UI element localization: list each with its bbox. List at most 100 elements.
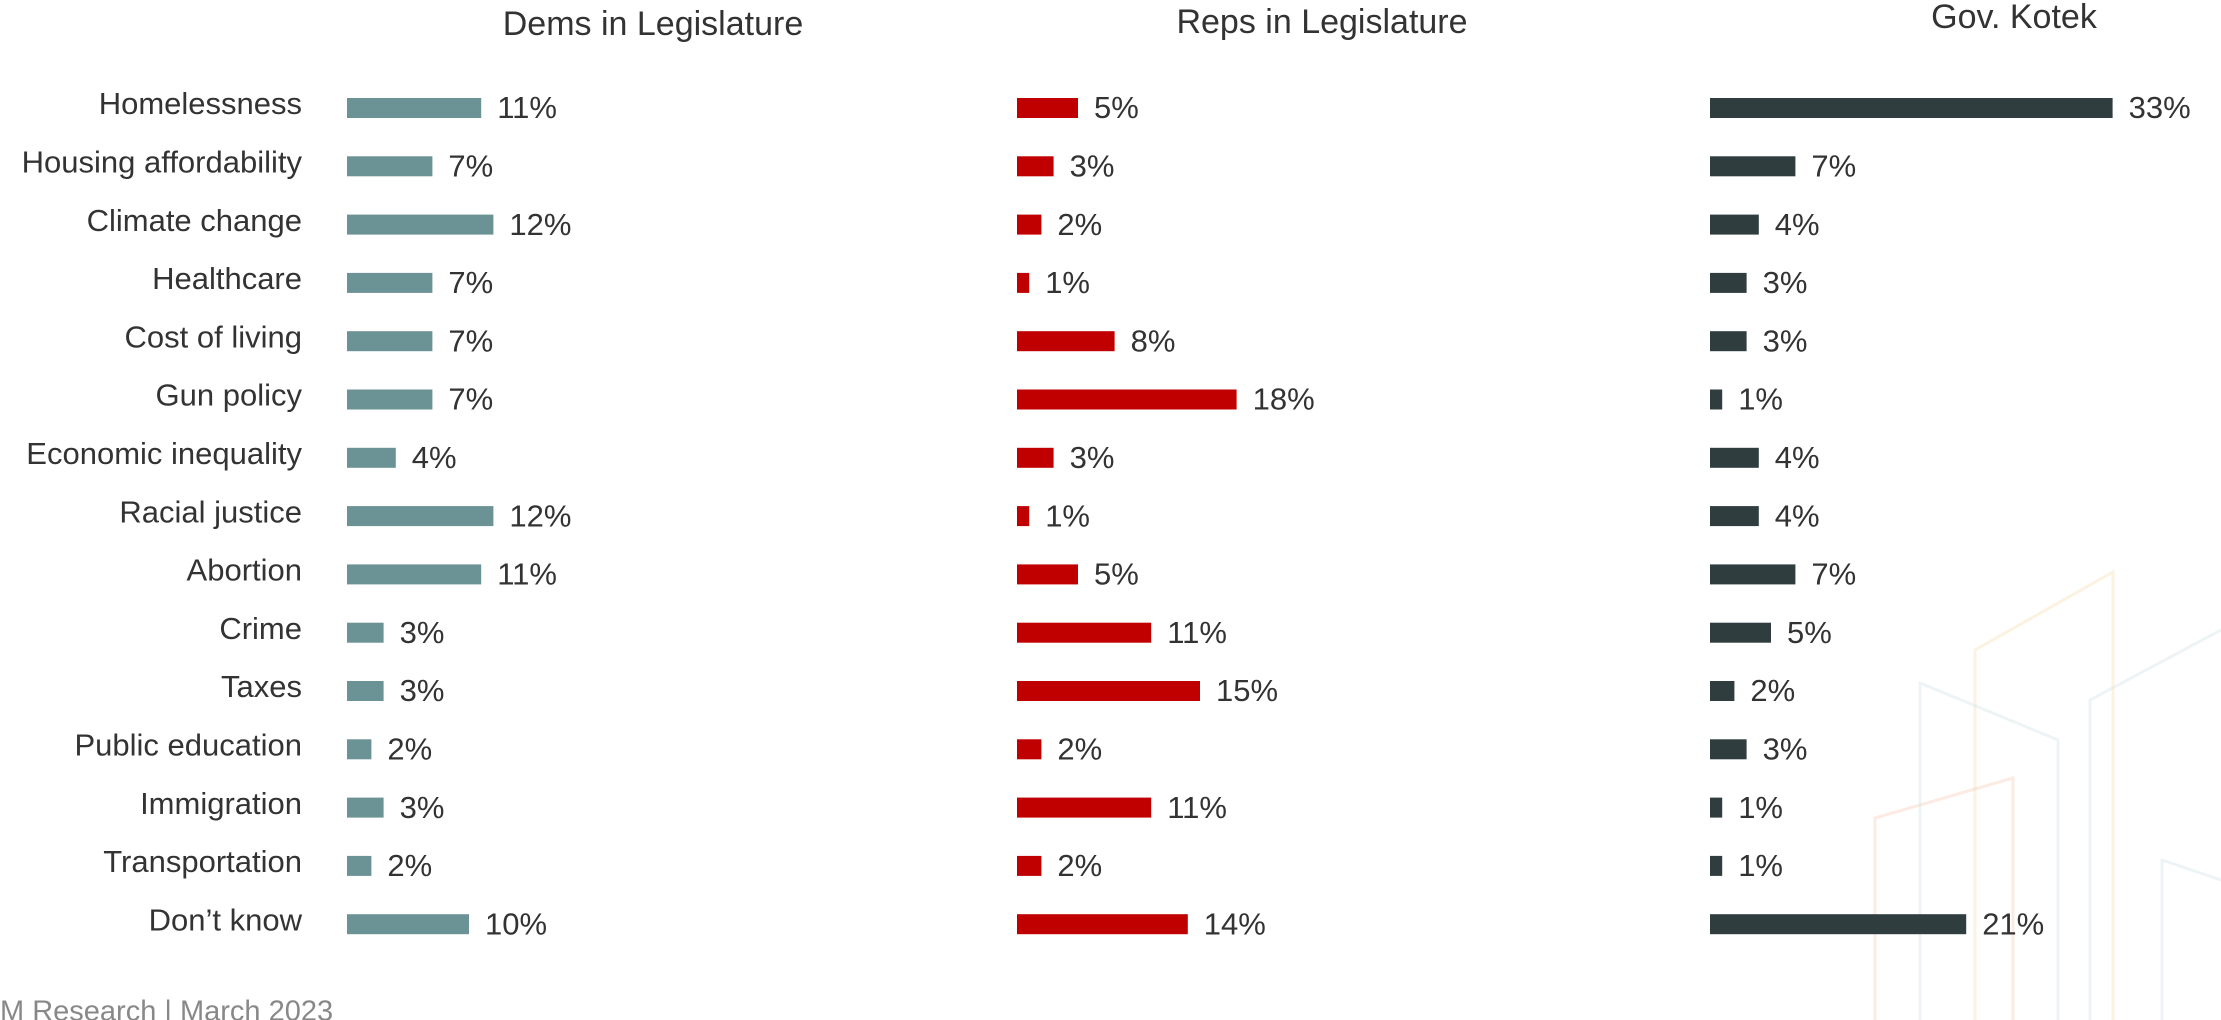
value-label: 18% xyxy=(1253,382,1315,417)
value-label: 2% xyxy=(1057,848,1102,883)
bar xyxy=(1710,914,1967,935)
bar xyxy=(1017,214,1042,235)
category-label: Economic inequality xyxy=(26,436,302,471)
bar xyxy=(1710,739,1747,760)
bar xyxy=(347,447,396,468)
value-label: 11% xyxy=(497,90,557,125)
bar xyxy=(347,389,433,410)
bar xyxy=(1710,506,1759,527)
value-label: 2% xyxy=(1057,731,1102,766)
value-label: 4% xyxy=(1775,207,1820,242)
bar xyxy=(1710,98,2113,118)
bar xyxy=(347,855,372,876)
value-label: 7% xyxy=(448,323,493,358)
bar xyxy=(1017,272,1030,293)
bar xyxy=(1017,389,1237,410)
bar xyxy=(1017,681,1200,701)
value-label: 3% xyxy=(1070,440,1115,475)
bar xyxy=(1017,855,1042,876)
value-label: 5% xyxy=(1094,557,1139,592)
value-label: 8% xyxy=(1131,323,1176,358)
bar xyxy=(1017,797,1152,818)
bar xyxy=(1710,272,1747,293)
category-label: Housing affordability xyxy=(22,144,303,179)
bar xyxy=(347,156,433,177)
bar xyxy=(1017,506,1030,527)
value-label: 3% xyxy=(1070,148,1115,183)
value-label: 3% xyxy=(1763,323,1808,358)
category-label: Immigration xyxy=(140,786,302,821)
bar xyxy=(1710,622,1771,643)
bar xyxy=(347,914,469,935)
bar xyxy=(1017,447,1054,468)
category-label: Climate change xyxy=(87,203,302,238)
category-label: Cost of living xyxy=(125,319,302,354)
value-label: 11% xyxy=(1167,790,1227,825)
bar xyxy=(347,331,433,352)
bar xyxy=(347,797,384,818)
bar xyxy=(1710,331,1747,352)
bar xyxy=(1017,156,1054,177)
bar xyxy=(347,214,494,235)
value-label: 5% xyxy=(1787,615,1832,650)
value-label: 11% xyxy=(1167,615,1227,650)
category-label: Taxes xyxy=(221,669,302,704)
bar xyxy=(1710,156,1796,177)
category-label: Racial justice xyxy=(119,494,302,529)
bar xyxy=(1710,797,1723,818)
category-label: Gun policy xyxy=(156,378,303,413)
category-label: Abortion xyxy=(187,553,302,588)
category-label: Public education xyxy=(75,727,303,762)
bar xyxy=(347,506,494,527)
bar xyxy=(1017,739,1042,760)
bar xyxy=(347,681,384,701)
value-label: 4% xyxy=(1775,498,1820,533)
value-label: 1% xyxy=(1738,790,1783,825)
value-label: 1% xyxy=(1738,848,1783,883)
bar xyxy=(347,739,372,760)
value-label: 4% xyxy=(1775,440,1820,475)
bar xyxy=(1710,681,1735,701)
value-label: 3% xyxy=(1763,265,1808,300)
value-label: 3% xyxy=(400,790,445,825)
value-label: 7% xyxy=(1811,148,1856,183)
value-label: 2% xyxy=(387,848,432,883)
value-label: 7% xyxy=(448,148,493,183)
value-label: 1% xyxy=(1045,265,1090,300)
value-label: 21% xyxy=(1982,906,2044,941)
value-label: 15% xyxy=(1216,673,1278,708)
panel-title: Reps in Legislature xyxy=(1176,3,1467,41)
value-label: 33% xyxy=(2129,90,2191,125)
value-label: 2% xyxy=(387,731,432,766)
category-label: Homelessness xyxy=(99,86,302,121)
value-label: 7% xyxy=(448,382,493,417)
category-label: Don’t know xyxy=(149,902,303,937)
value-label: 2% xyxy=(1057,207,1102,242)
value-label: 10% xyxy=(485,906,547,941)
category-label: Healthcare xyxy=(152,261,302,296)
bar xyxy=(1710,389,1723,410)
panel-title: Dems in Legislature xyxy=(503,5,803,43)
background-decoration xyxy=(1873,569,2221,1020)
bar xyxy=(1017,98,1078,118)
bar xyxy=(347,98,482,118)
bar xyxy=(1710,564,1796,585)
value-label: 1% xyxy=(1738,382,1783,417)
category-label: Crime xyxy=(219,611,302,646)
value-label: 7% xyxy=(448,265,493,300)
value-label: 4% xyxy=(412,440,457,475)
bar xyxy=(1017,914,1188,935)
bar xyxy=(347,622,384,643)
bar xyxy=(347,564,482,585)
bar xyxy=(1017,622,1152,643)
value-label: 12% xyxy=(509,498,571,533)
value-label: 14% xyxy=(1204,906,1266,941)
bar xyxy=(1017,331,1115,352)
value-label: 11% xyxy=(497,557,557,592)
value-label: 2% xyxy=(1750,673,1795,708)
bar xyxy=(347,272,433,293)
value-label: 3% xyxy=(400,673,445,708)
panel-title: Gov. Kotek xyxy=(1931,0,2098,36)
value-label: 3% xyxy=(1763,731,1808,766)
